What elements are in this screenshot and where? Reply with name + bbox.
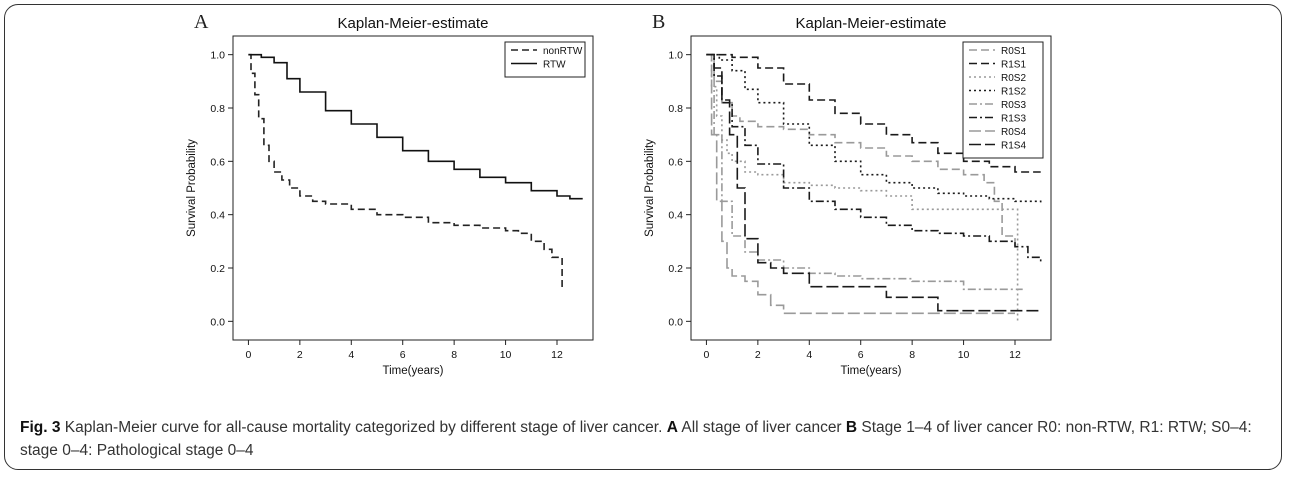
legend-box	[962, 41, 1044, 159]
legend-label-rtw: RTW	[543, 60, 566, 71]
series-line-r1s3	[706, 53, 1042, 263]
y-tick-label: 0.2	[210, 263, 225, 275]
chart-title: Kaplan-Meier-estimate	[796, 15, 947, 32]
x-tick-label: 12	[551, 349, 563, 361]
caption-a-text: All stage of liver cancer	[677, 419, 846, 436]
y-tick-label: 0.4	[668, 210, 683, 222]
x-tick-label: 4	[348, 349, 354, 361]
x-tick-label: 0	[246, 349, 252, 361]
series-line-r0s1	[706, 53, 1016, 250]
panel-letter: B	[652, 11, 665, 33]
x-axis-label: Time(years)	[841, 365, 902, 377]
y-tick-label: 0.2	[668, 263, 683, 275]
y-tick-label: 0.8	[210, 103, 225, 115]
series-line-rtw	[248, 53, 583, 200]
y-axis-label: Survival Probability	[644, 139, 656, 237]
legend-label-r0s3: R0S3	[1001, 100, 1026, 111]
caption-main-text: Kaplan-Meier curve for all-cause mortali…	[60, 419, 667, 436]
y-tick-label: 0.6	[210, 156, 225, 168]
y-axis-label: Survival Probability	[186, 139, 198, 237]
legend-label-r1s2: R1S2	[1001, 87, 1026, 98]
series-line-r0s4	[706, 53, 1015, 315]
x-tick-label: 8	[909, 349, 915, 361]
x-tick-label: 6	[858, 349, 864, 361]
caption-fig-label: Fig. 3	[20, 419, 61, 436]
legend-label-r0s2: R0S2	[1001, 73, 1026, 84]
series-line-r1s4	[706, 53, 1041, 312]
legend-label-r0s4: R0S4	[1001, 127, 1026, 138]
x-tick-label: 8	[451, 349, 457, 361]
y-tick-label: 0.8	[668, 103, 683, 115]
plot-border	[690, 35, 1052, 341]
y-tick-label: 0.6	[668, 156, 683, 168]
x-tick-label: 6	[400, 349, 406, 361]
x-tick-label: 2	[297, 349, 303, 361]
x-tick-label: 2	[755, 349, 761, 361]
panel-letter: A	[194, 11, 209, 33]
y-tick-label: 1.0	[210, 50, 225, 62]
y-tick-label: 0.4	[210, 210, 225, 222]
series-line-r1s1	[706, 53, 1041, 173]
legend-label-nonrtw: nonRTW	[543, 46, 583, 57]
y-tick-label: 1.0	[668, 50, 683, 62]
legend-label-r1s4: R1S4	[1001, 141, 1026, 152]
x-tick-label: 12	[1009, 349, 1021, 361]
legend-box	[504, 41, 586, 78]
series-line-nonrtw	[248, 53, 563, 290]
caption-b-text: Stage 1–4 of liver cancer R0: non-RTW, R…	[20, 419, 1252, 459]
x-tick-label: 10	[958, 349, 970, 361]
series-line-r0s2	[706, 53, 1019, 322]
x-tick-label: 10	[500, 349, 512, 361]
legend-label-r1s1: R1S1	[1001, 60, 1026, 71]
x-tick-label: 0	[704, 349, 710, 361]
y-tick-label: 0.0	[210, 316, 225, 328]
plot-border	[232, 35, 594, 341]
caption-b-label: B	[845, 419, 858, 436]
x-axis-label: Time(years)	[383, 365, 444, 377]
legend-label-r0s1: R0S1	[1001, 46, 1026, 57]
chart-panel-b: B Kaplan-Meier-estimate 0 2 4 6 8 10 12 0.0 0.2 0.4…	[644, 11, 1052, 377]
x-tick-label: 4	[806, 349, 812, 361]
legend-label-r1s3: R1S3	[1001, 114, 1026, 125]
figure-caption: Fig. 3 Kaplan-Meier curve for all-cause …	[20, 416, 1260, 462]
y-tick-label: 0.0	[668, 316, 683, 328]
series-line-r1s2	[706, 53, 1042, 204]
chart-title: Kaplan-Meier-estimate	[338, 15, 489, 32]
figure-frame	[4, 4, 1282, 470]
caption-a-label: A	[666, 419, 678, 436]
chart-panel-a: A Kaplan-Meier-estimate 0 2 4 6 8 10 12 0.0 0.2 0.4…	[186, 11, 594, 377]
